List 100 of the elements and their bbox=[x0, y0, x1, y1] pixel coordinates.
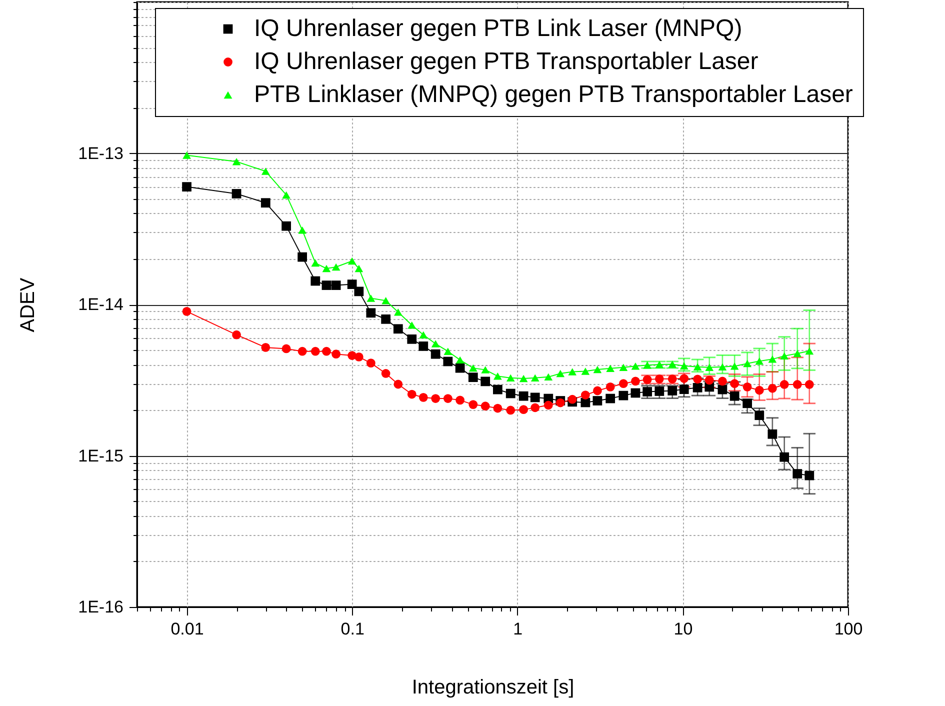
point bbox=[718, 363, 727, 370]
point bbox=[580, 390, 590, 400]
point bbox=[506, 374, 515, 382]
legend-label: IQ Uhrenlaser gegen PTB Link Laser (MNPQ) bbox=[254, 15, 742, 42]
point bbox=[518, 391, 528, 401]
point bbox=[693, 363, 702, 370]
point bbox=[792, 469, 802, 478]
point bbox=[332, 350, 340, 359]
point bbox=[443, 356, 453, 366]
point bbox=[530, 374, 540, 382]
point bbox=[592, 396, 602, 406]
point bbox=[419, 331, 428, 338]
point bbox=[568, 368, 577, 376]
point bbox=[544, 400, 553, 410]
x-tick-label: 0.1 bbox=[340, 620, 364, 638]
x-tick-label: 0.01 bbox=[170, 620, 204, 638]
point bbox=[804, 380, 814, 389]
point bbox=[480, 376, 490, 386]
point bbox=[393, 324, 403, 334]
point bbox=[580, 398, 590, 408]
point bbox=[455, 363, 465, 373]
point bbox=[331, 280, 341, 290]
point bbox=[742, 382, 752, 392]
x-tick-label: 1 bbox=[513, 620, 523, 638]
point bbox=[431, 394, 440, 403]
point bbox=[606, 382, 615, 392]
point bbox=[394, 308, 402, 316]
point bbox=[506, 388, 516, 398]
point bbox=[618, 390, 628, 400]
point bbox=[805, 347, 814, 355]
point bbox=[754, 386, 764, 395]
point bbox=[493, 404, 502, 413]
point bbox=[519, 374, 528, 382]
point bbox=[418, 392, 428, 402]
point bbox=[381, 314, 391, 324]
point bbox=[692, 382, 702, 392]
point bbox=[492, 384, 502, 394]
point bbox=[431, 340, 440, 348]
y-tick-label: 1E-13 bbox=[78, 144, 124, 163]
point bbox=[382, 297, 390, 304]
point bbox=[556, 370, 565, 378]
point bbox=[743, 360, 752, 368]
point bbox=[493, 372, 502, 380]
point bbox=[780, 452, 790, 462]
x-tick-label: 10 bbox=[674, 620, 693, 638]
point bbox=[530, 392, 540, 402]
point bbox=[481, 366, 490, 374]
point bbox=[468, 400, 478, 409]
point bbox=[407, 390, 416, 399]
point bbox=[606, 364, 615, 372]
point bbox=[519, 405, 528, 414]
point bbox=[730, 362, 739, 370]
point bbox=[592, 386, 602, 396]
point bbox=[394, 380, 403, 389]
point bbox=[631, 376, 640, 386]
point bbox=[705, 364, 714, 371]
point bbox=[768, 429, 778, 439]
y-tick-label: 1E-14 bbox=[78, 295, 124, 314]
point bbox=[530, 403, 540, 412]
point bbox=[631, 362, 640, 370]
point bbox=[768, 356, 777, 363]
y-tick-label: 1E-15 bbox=[78, 446, 124, 466]
point bbox=[792, 380, 802, 389]
point bbox=[568, 394, 577, 404]
point bbox=[618, 379, 628, 388]
point bbox=[282, 221, 291, 231]
point bbox=[407, 334, 417, 344]
point bbox=[606, 394, 616, 404]
point bbox=[468, 364, 478, 372]
point bbox=[780, 380, 789, 389]
point bbox=[804, 470, 814, 480]
y-axis-title: ADEV bbox=[17, 277, 40, 332]
point bbox=[480, 402, 490, 411]
point bbox=[443, 394, 452, 403]
point bbox=[742, 398, 752, 408]
point bbox=[381, 369, 390, 378]
point bbox=[430, 349, 440, 359]
point bbox=[468, 372, 478, 382]
point bbox=[680, 362, 688, 370]
point bbox=[408, 322, 416, 329]
point bbox=[332, 263, 340, 271]
legend-label: PTB Linklaser (MNPQ) gegen PTB Transportabler Laser bbox=[254, 81, 853, 108]
x-axis-title: Integrationszeit [s] bbox=[412, 676, 574, 698]
point bbox=[282, 344, 291, 354]
point bbox=[619, 364, 628, 371]
point bbox=[630, 388, 640, 398]
point bbox=[456, 396, 464, 405]
point bbox=[754, 410, 764, 420]
point bbox=[282, 191, 290, 199]
point bbox=[730, 391, 740, 401]
point bbox=[456, 356, 464, 364]
point bbox=[581, 368, 590, 375]
y-tick-label: 1E-16 bbox=[78, 598, 124, 616]
point bbox=[768, 384, 777, 393]
legend-label: IQ Uhrenlaser gegen PTB Transportabler Laser bbox=[254, 48, 758, 75]
point bbox=[444, 348, 452, 355]
x-tick-label: 100 bbox=[834, 620, 863, 638]
point bbox=[593, 366, 602, 374]
point bbox=[506, 406, 516, 415]
point bbox=[755, 358, 764, 365]
